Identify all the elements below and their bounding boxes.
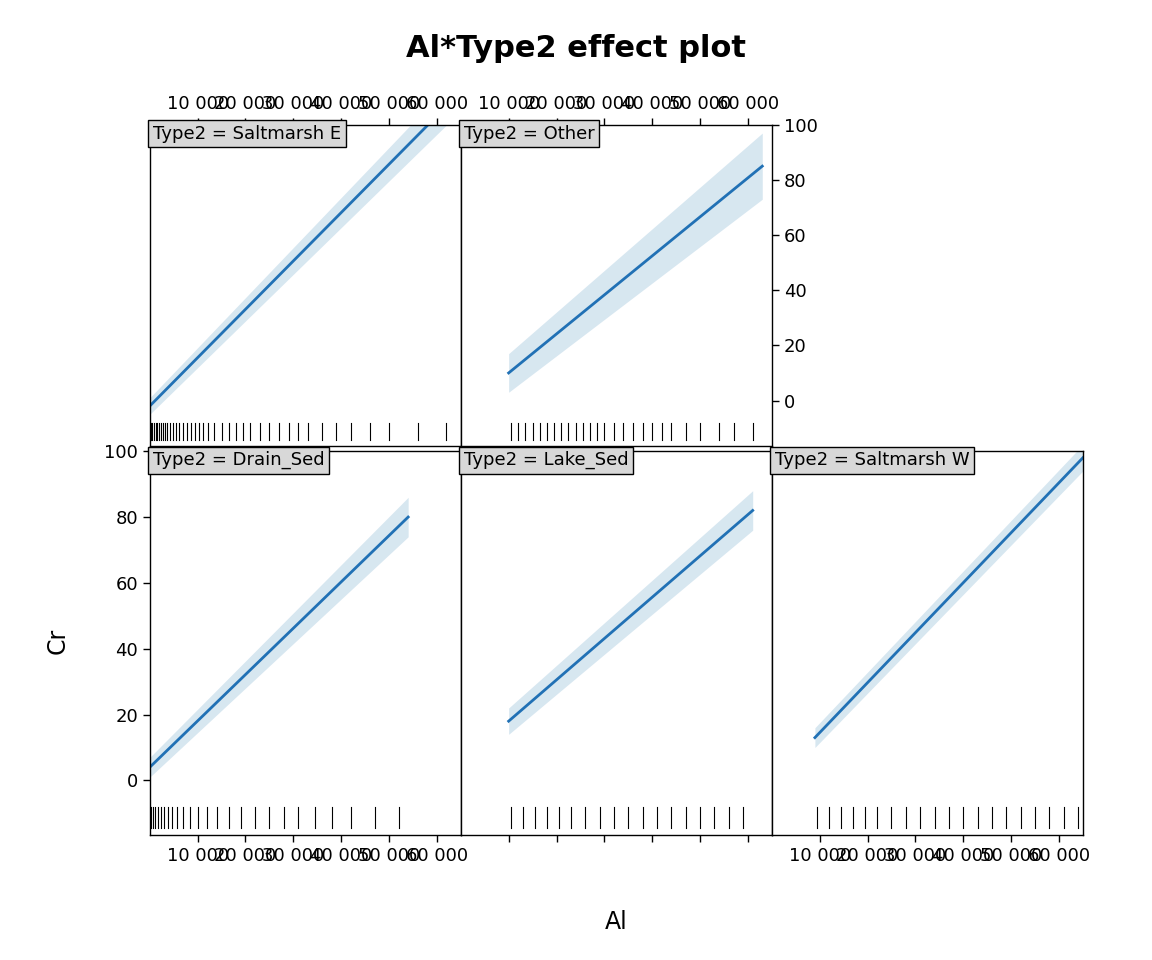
Text: Type2 = Lake_Sed: Type2 = Lake_Sed [464,451,629,469]
Text: Cr: Cr [46,628,69,654]
Text: Type2 = Saltmarsh E: Type2 = Saltmarsh E [153,125,341,143]
Text: Type2 = Other: Type2 = Other [464,125,594,143]
Text: Al*Type2 effect plot: Al*Type2 effect plot [406,34,746,62]
Text: Type2 = Drain_Sed: Type2 = Drain_Sed [153,451,325,469]
Text: Al: Al [605,910,628,933]
Text: Type2 = Saltmarsh W: Type2 = Saltmarsh W [775,451,970,469]
